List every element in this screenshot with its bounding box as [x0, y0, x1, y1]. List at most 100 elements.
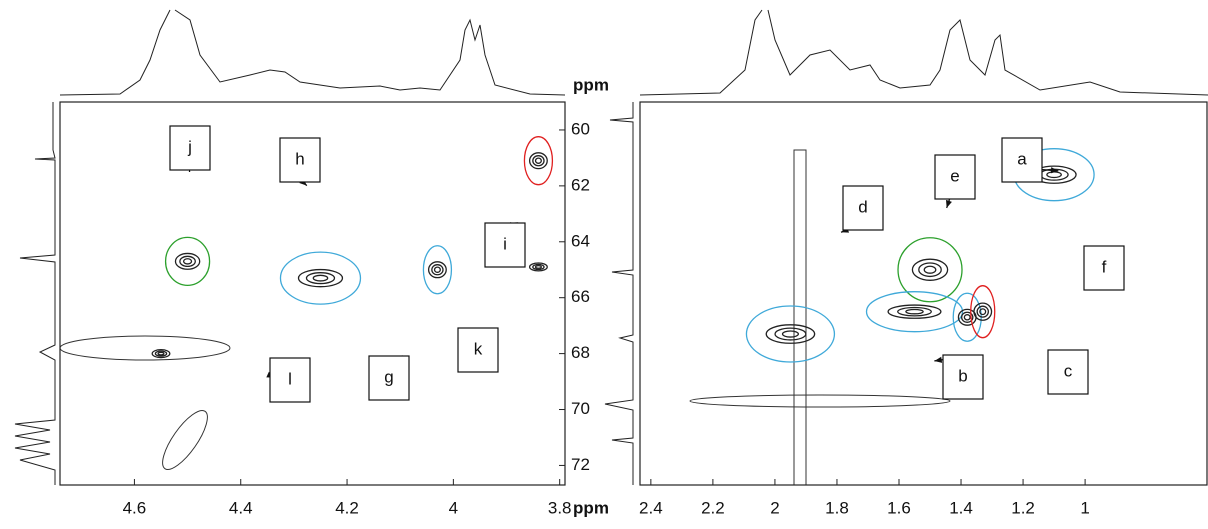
- x-tick-label: 4.4: [229, 498, 253, 517]
- label-box: [457, 327, 499, 373]
- peak-label: b: [958, 366, 967, 385]
- contour: [960, 311, 974, 323]
- contour: [431, 264, 444, 276]
- arrow-head: [1050, 167, 1059, 174]
- contour: [765, 324, 816, 344]
- peak-ellipse: [970, 285, 996, 339]
- peak-ellipse: [865, 291, 964, 333]
- contour: [528, 152, 548, 170]
- arrow-head: [946, 199, 952, 208]
- contour: [979, 308, 987, 316]
- y-tick-label: 66: [571, 287, 590, 306]
- y-tick-label: 68: [571, 343, 590, 362]
- plot-frame: [639, 101, 1208, 486]
- contour: [905, 308, 924, 315]
- contour: [427, 261, 447, 279]
- contour: [781, 330, 800, 338]
- x-tick-label: 4.2: [335, 498, 359, 517]
- y-tick-label: 60: [571, 119, 590, 138]
- label-box: [368, 355, 410, 401]
- x-tick-label: 1.4: [949, 498, 973, 517]
- label-box: [279, 137, 321, 183]
- label-box: [842, 185, 884, 231]
- x-tick-label: 1: [1080, 498, 1089, 517]
- label-box: [269, 357, 311, 403]
- x-tick-label: 2.2: [701, 498, 725, 517]
- contour-ridge: [59, 335, 231, 361]
- x-tick-label: 2: [770, 498, 779, 517]
- label-box: [1047, 349, 1089, 395]
- x-tick-label: 4.6: [123, 498, 147, 517]
- contour: [182, 258, 193, 265]
- projection-top-right: [639, 9, 1208, 96]
- contour: [312, 274, 329, 282]
- peak-label: e: [950, 166, 959, 185]
- contour: [433, 266, 441, 273]
- peak-label: a: [1017, 149, 1027, 168]
- contour: [532, 155, 545, 167]
- contour: [534, 157, 542, 164]
- contour: [179, 255, 196, 268]
- peak-ellipse: [523, 136, 554, 186]
- y-axis-label: ppm: [573, 75, 609, 94]
- projection-right: [604, 102, 634, 485]
- y-tick-label: 62: [571, 175, 590, 194]
- contour: [532, 263, 545, 271]
- peak-label: l: [288, 369, 292, 388]
- projection-top-left: [59, 9, 566, 96]
- contour: [774, 327, 807, 341]
- peak-label: c: [1064, 361, 1073, 380]
- label-box: [1083, 245, 1125, 291]
- label-box: [169, 125, 211, 171]
- contour: [297, 268, 344, 288]
- projection-left: [14, 102, 56, 485]
- contour: [534, 264, 542, 269]
- x-tick-label: 1.8: [825, 498, 849, 517]
- contour: [918, 262, 942, 278]
- contour: [151, 348, 171, 359]
- x-tick-label: 2.4: [639, 498, 663, 517]
- contour: [528, 262, 548, 272]
- contour: [1046, 171, 1062, 179]
- ridge-horizontal: [689, 394, 951, 408]
- contour: [897, 306, 932, 317]
- label-box: [934, 154, 976, 200]
- contour: [973, 302, 993, 321]
- peak-ellipse: [422, 245, 453, 295]
- x-axis-label: ppm: [573, 498, 609, 517]
- y-tick-label: 70: [571, 399, 590, 418]
- peak-ellipse: [897, 237, 963, 303]
- label-box: [942, 354, 984, 400]
- contour: [976, 305, 989, 318]
- peak-label: i: [503, 234, 507, 253]
- peak-label: d: [858, 197, 867, 216]
- x-tick-label: 1.6: [887, 498, 911, 517]
- contour: [305, 272, 336, 285]
- ridge-vertical: [793, 149, 807, 486]
- label-box: [1001, 137, 1043, 183]
- peak-ellipse: [279, 251, 362, 305]
- label-box: [484, 222, 526, 268]
- contour: [174, 252, 201, 270]
- peak-label: j: [187, 137, 192, 156]
- contour: [157, 351, 165, 356]
- arrow-head: [934, 356, 943, 363]
- x-tick-label: 4: [449, 498, 458, 517]
- peak-label: g: [384, 367, 393, 386]
- peak-label: k: [474, 339, 483, 358]
- peak-label: h: [295, 149, 304, 168]
- contour: [911, 258, 949, 281]
- peak-label: f: [1102, 257, 1107, 276]
- x-tick-label: 1.2: [1011, 498, 1035, 517]
- y-tick-label: 64: [571, 231, 590, 250]
- plot-frame: [59, 101, 566, 486]
- peak-ellipse: [164, 236, 211, 287]
- contour: [154, 350, 168, 357]
- peak-ellipse: [745, 305, 836, 363]
- contour: [963, 314, 971, 321]
- y-tick-label: 72: [571, 455, 590, 474]
- x-tick-label: 3.8: [548, 498, 572, 517]
- contour: [887, 304, 942, 319]
- contour: [923, 265, 937, 274]
